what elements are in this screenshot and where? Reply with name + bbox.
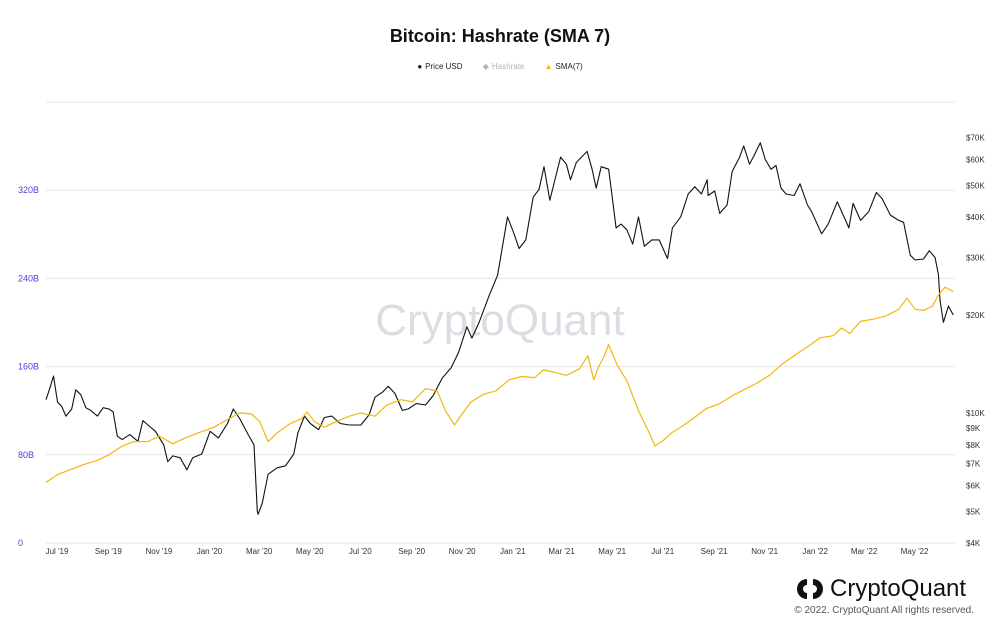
right-axis-tick-label: $7K: [966, 460, 981, 469]
legend-circle-icon: ●: [417, 62, 423, 72]
right-axis-tick-label: $40K: [966, 213, 985, 222]
x-axis-tick-label: May '22: [901, 547, 929, 556]
right-axis-tick-label: $50K: [966, 181, 985, 190]
legend-triangle-icon: ▲: [544, 62, 553, 72]
left-axis-tick-label: 320B: [18, 185, 39, 195]
left-axis-tick-label: 80B: [18, 450, 34, 460]
x-axis-tick-label: Sep '19: [95, 547, 122, 556]
x-axis-tick-label: Jan '21: [500, 547, 526, 556]
brand-name: CryptoQuant: [830, 575, 967, 602]
cryptoquant-logo-icon: [797, 579, 823, 599]
sma7-line: [45, 286, 954, 483]
x-axis-tick-label: Mar '20: [246, 547, 273, 556]
legend-label-price: Price USD: [425, 62, 463, 72]
legend-item-price[interactable]: ● Price USD: [417, 62, 462, 71]
legend-diamond-icon: ◆: [482, 62, 489, 72]
legend-item-sma[interactable]: ▲ SMA(7): [545, 62, 583, 71]
watermark: CryptoQuant: [375, 296, 624, 345]
left-axis-tick-label: 160B: [18, 362, 39, 372]
grid-layer: [46, 101, 955, 544]
legend-label-hashrate: Hashrate: [491, 62, 525, 72]
x-axis: Jul '19 Sep '19 Nov '19 Jan '20 Mar '20 May '…: [46, 547, 929, 556]
right-axis-tick-label: $8K: [966, 441, 981, 450]
series-layer: [45, 142, 954, 515]
x-axis-tick-label: Jul '21: [651, 547, 674, 556]
right-axis-tick-label: $10K: [966, 409, 985, 418]
left-axis: 0 80B 160B 240B 320B: [18, 185, 39, 548]
price-usd-line: [45, 142, 954, 515]
x-axis-tick-label: Mar '21: [548, 547, 575, 556]
x-axis-tick-label: Nov '21: [751, 547, 778, 556]
x-axis-tick-label: Nov '20: [449, 547, 476, 556]
right-axis-tick-label: $6K: [966, 482, 981, 491]
left-axis-tick-label: 240B: [18, 273, 39, 283]
right-axis-tick-label: $30K: [966, 254, 985, 263]
right-axis: $4K $5K $6K $7K $8K $9K $10K $20K $30K $40K $50K $6…: [966, 134, 985, 548]
legend-item-hashrate[interactable]: ◆ Hashrate: [483, 62, 525, 71]
chart-title: Bitcoin: Hashrate (SMA 7): [389, 26, 611, 46]
x-axis-tick-label: Jan '20: [197, 547, 223, 556]
right-axis-tick-label: $4K: [966, 539, 981, 548]
x-axis-tick-label: May '21: [598, 547, 626, 556]
legend: ● Price USD ◆ Hashrate ▲ SMA(7): [0, 62, 1000, 71]
right-axis-tick-label: $70K: [966, 134, 985, 143]
copyright-text: © 2022. CryptoQuant All rights reserved.: [794, 605, 974, 616]
x-axis-tick-label: Nov '19: [145, 547, 172, 556]
left-axis-tick-label: 0: [18, 538, 23, 548]
x-axis-tick-label: Sep '20: [398, 547, 425, 556]
x-axis-tick-label: Mar '22: [851, 547, 878, 556]
x-axis-tick-label: Sep '21: [701, 547, 728, 556]
right-axis-tick-label: $20K: [966, 311, 985, 320]
x-axis-tick-label: Jul '20: [349, 547, 372, 556]
legend-label-sma: SMA(7): [555, 62, 583, 72]
x-axis-tick-label: May '20: [296, 547, 324, 556]
x-axis-tick-label: Jan '22: [802, 547, 828, 556]
right-axis-tick-label: $9K: [966, 424, 981, 433]
right-axis-tick-label: $60K: [966, 155, 985, 164]
x-axis-tick-label: Jul '19: [46, 547, 69, 556]
right-axis-tick-label: $5K: [966, 507, 981, 516]
